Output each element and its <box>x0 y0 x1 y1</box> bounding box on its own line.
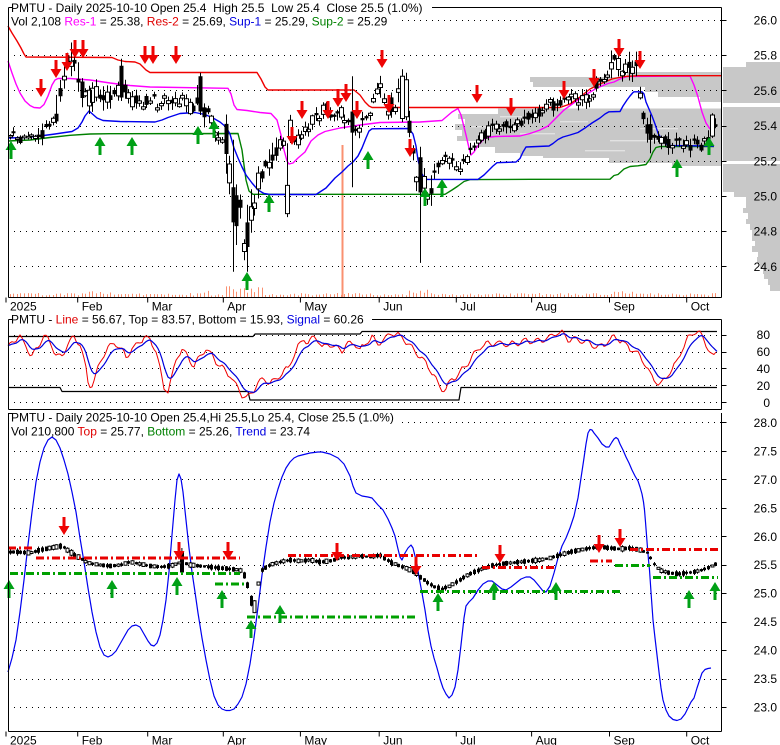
svg-text:26.5: 26.5 <box>754 501 778 515</box>
svg-text:40: 40 <box>757 362 771 376</box>
svg-text:Jun: Jun <box>383 300 402 314</box>
svg-text:24.6: 24.6 <box>754 260 778 274</box>
svg-text:23.5: 23.5 <box>754 672 778 686</box>
svg-text:Mar: Mar <box>152 734 173 745</box>
svg-text:Vol 2,108 Res-1 = 25.38, Res-2: Vol 2,108 Res-1 = 25.38, Res-2 = 25.69, … <box>11 15 388 29</box>
svg-text:May: May <box>304 300 327 314</box>
svg-text:23.0: 23.0 <box>754 701 778 715</box>
svg-text:24.5: 24.5 <box>754 615 778 629</box>
svg-text:24.0: 24.0 <box>754 644 778 658</box>
svg-text:26.0: 26.0 <box>754 530 778 544</box>
svg-text:Mar: Mar <box>152 300 173 314</box>
svg-text:Sep: Sep <box>614 300 636 314</box>
svg-text:25.6: 25.6 <box>754 84 778 98</box>
svg-text:27.0: 27.0 <box>754 473 778 487</box>
svg-text:Apr: Apr <box>227 300 246 314</box>
svg-text:Aug: Aug <box>536 300 557 314</box>
svg-text:PMTU - Daily 2025-10-10 Open 2: PMTU - Daily 2025-10-10 Open 25.4,Hi 25.… <box>11 411 394 425</box>
svg-text:Jun: Jun <box>383 734 402 745</box>
svg-text:26.0: 26.0 <box>754 14 778 28</box>
svg-text:Oct: Oct <box>691 300 710 314</box>
svg-text:Apr: Apr <box>227 734 246 745</box>
svg-text:25.0: 25.0 <box>754 587 778 601</box>
svg-text:Aug: Aug <box>536 734 557 745</box>
svg-text:Sep: Sep <box>614 734 636 745</box>
svg-text:80: 80 <box>757 328 771 342</box>
svg-text:Jul: Jul <box>460 734 475 745</box>
svg-text:25.5: 25.5 <box>754 558 778 572</box>
svg-text:May: May <box>304 734 327 745</box>
svg-text:PMTU - Daily 2025-10-10 Open 2: PMTU - Daily 2025-10-10 Open 25.4 High 2… <box>11 1 423 15</box>
svg-text:PMTU - Line = 56.67, Top = 83.: PMTU - Line = 56.67, Top = 83.57, Bottom… <box>11 313 364 327</box>
svg-text:24.8: 24.8 <box>754 225 778 239</box>
svg-text:25.8: 25.8 <box>754 49 778 63</box>
svg-text:0: 0 <box>763 396 770 410</box>
svg-text:Feb: Feb <box>82 300 103 314</box>
svg-text:20: 20 <box>757 379 771 393</box>
svg-text:25.4: 25.4 <box>754 119 778 133</box>
svg-text:25.2: 25.2 <box>754 154 778 168</box>
svg-text:2025: 2025 <box>10 300 37 314</box>
svg-text:60: 60 <box>757 345 771 359</box>
svg-text:Jul: Jul <box>460 300 475 314</box>
svg-text:27.5: 27.5 <box>754 444 778 458</box>
svg-text:Vol 210,800 Top = 25.77, Botto: Vol 210,800 Top = 25.77, Bottom = 25.26,… <box>11 425 310 439</box>
svg-text:Feb: Feb <box>82 734 103 745</box>
svg-text:28.0: 28.0 <box>754 416 778 430</box>
svg-text:25.0: 25.0 <box>754 190 778 204</box>
svg-text:Oct: Oct <box>691 734 710 745</box>
svg-text:2025: 2025 <box>10 734 37 745</box>
